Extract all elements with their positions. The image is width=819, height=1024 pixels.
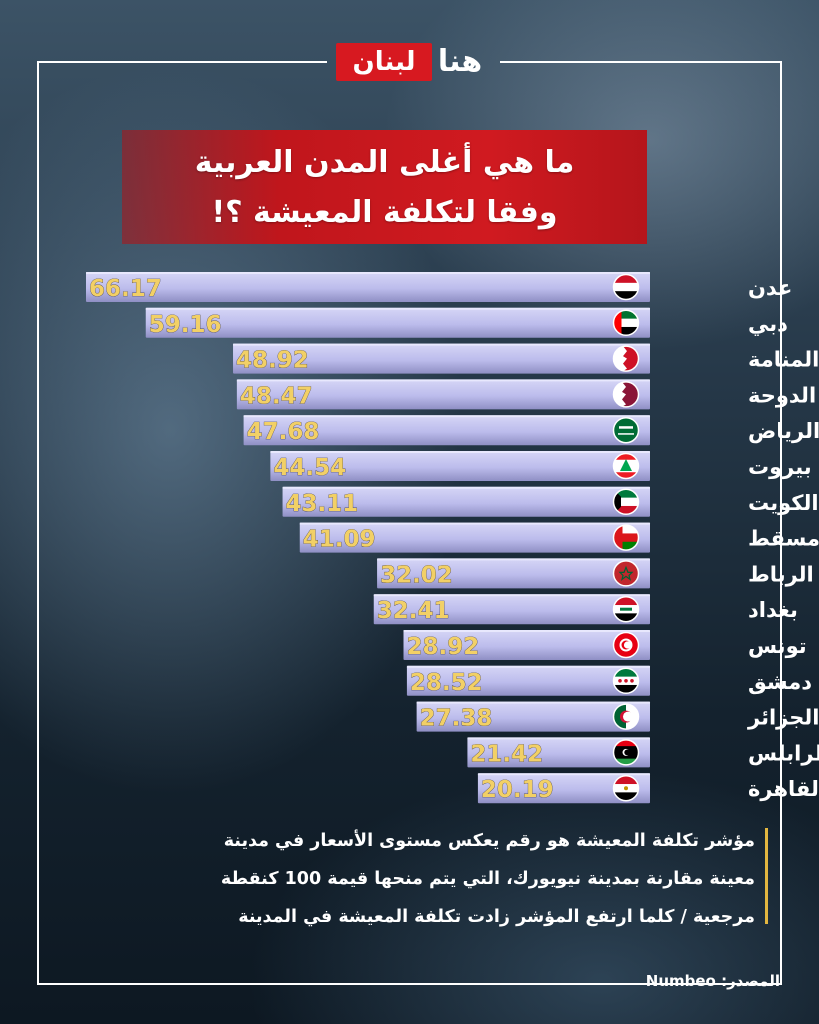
bar-highlight-4 [243,415,650,418]
description-accent-bar [765,828,768,924]
lebanon-flag-icon [612,452,640,480]
city-label-3: الدوحة [748,383,816,407]
city-label-6: الكويت [748,491,819,515]
description: مؤشر تكلفة المعيشة هو رقم يعكس مستوى الأ… [140,822,755,936]
bar-13 [467,737,650,768]
bar-highlight-0 [86,272,650,274]
city-label-13: طرابلس [748,741,819,765]
bar-value-label-8: 32.02 [380,562,453,588]
bar-highlight-11 [406,665,650,668]
bar-3 [236,379,650,410]
city-label-1: دبي [748,312,788,336]
description-line-3: مرجعية / كلما ارتفع المؤشر زادت تكلفة ال… [238,907,755,927]
city-label-7: مسقط [748,527,819,551]
yemen-flag-icon [612,273,640,301]
bar-value-label-10: 28.92 [407,634,480,660]
bar-0 [86,272,650,302]
logo: لبنان هنا [336,40,488,84]
source-label: المصدر: [721,972,780,990]
bar-2 [233,343,650,374]
oman-flag-icon [612,524,640,551]
qatar-flag-icon [612,381,640,408]
bar-value-label-3: 48.47 [240,383,313,409]
bar-6 [282,486,650,517]
bar-10 [403,630,650,660]
city-label-12: الجزائر [747,706,819,730]
bar-8 [377,558,650,589]
bar-1 [145,307,650,338]
city-label-14: القاهرة [748,777,819,801]
bar-highlight-6 [282,486,650,489]
bar-value-label-4: 47.68 [247,419,320,445]
tunisia-flag-icon [612,631,640,659]
city-label-9: بغداد [748,598,798,622]
bar-12 [416,701,650,732]
logo-red-part: لبنان [336,43,432,81]
kuwait-flag-icon [612,488,640,516]
bar-highlight-1 [145,307,650,310]
bar-highlight-9 [373,594,650,597]
bar-11 [406,665,650,696]
syria-flag-icon [612,667,640,695]
iraq-flag-icon [612,595,640,623]
city-label-0: عدن [748,276,792,300]
bar-highlight-7 [299,522,650,525]
bar-value-label-6: 43.11 [286,491,359,517]
bar-value-label-13: 21.42 [470,741,543,767]
bar-14 [477,773,650,804]
logo-white-part: هنا [437,44,483,79]
description-line-2: معينة مقارنة بمدينة نيويورك، التي يتم من… [220,869,755,889]
bar-highlight-14 [477,773,650,776]
bar-highlight-12 [416,701,650,704]
morocco-flag-icon [612,560,640,587]
bar-value-label-1: 59.16 [149,312,222,338]
bar-5 [270,451,650,481]
bahrain-flag-icon [612,345,640,372]
content-frame [37,61,782,985]
source-value: Numbeo [645,972,716,990]
bar-value-label-0: 66.17 [89,276,162,302]
bar-4 [243,415,650,446]
bar-highlight-3 [236,379,650,382]
bar-9 [373,594,650,625]
algeria-flag-icon [612,703,640,730]
page-title-line-1: ما هي أغلى المدن العربية [194,145,575,180]
city-label-11: دمشق [748,670,812,694]
bar-value-label-7: 41.09 [303,527,376,553]
saudi-flag-icon [612,416,640,444]
bar-value-label-14: 20.19 [481,777,554,803]
bar-highlight-8 [377,558,650,561]
bar-value-label-9: 32.41 [377,598,450,624]
source: المصدر: Numbeo [560,972,780,990]
description-line-1: مؤشر تكلفة المعيشة هو رقم يعكس مستوى الأ… [223,831,755,851]
bar-highlight-13 [467,737,650,740]
bar-highlight-2 [233,343,650,346]
city-label-5: بيروت [748,455,812,479]
bar-value-label-11: 28.52 [410,670,483,696]
bar-value-label-12: 27.38 [420,706,493,732]
bar-value-label-5: 44.54 [273,455,346,481]
city-label-4: الرياض [748,419,819,443]
bar-highlight-5 [270,451,650,453]
bar-7 [299,522,650,553]
libya-flag-icon [612,739,640,766]
uae-flag-icon [612,309,640,337]
bar-value-label-2: 48.92 [236,348,309,374]
bar-highlight-10 [403,630,650,632]
frame-top-right-line [500,61,782,63]
page-title-line-2: وفقا لتكلفة المعيشة ؟! [211,195,558,230]
city-label-2: المنامة [748,348,819,372]
title-band [122,130,647,244]
egypt-flag-icon [612,774,640,802]
frame-top-left-line [37,61,327,63]
city-label-10: تونس [748,634,807,658]
city-label-8: الرباط [748,562,814,586]
